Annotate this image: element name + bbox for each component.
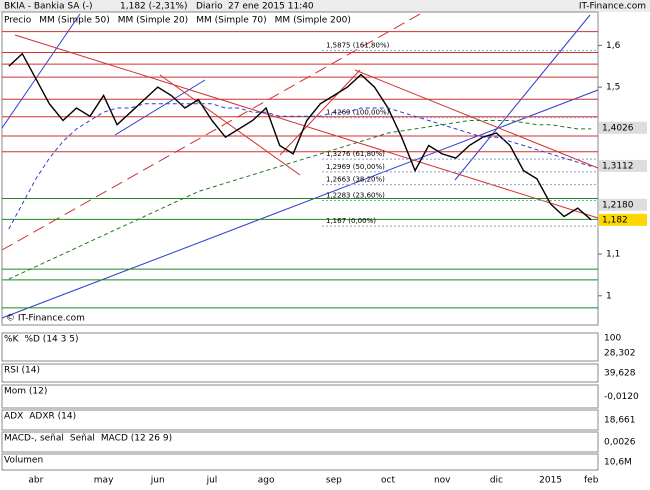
legend-entry: MM (Simple 50) (39, 16, 109, 26)
panel-label: Mom (12) (4, 387, 47, 397)
panel-value: -0,0120 (604, 392, 639, 402)
x-tick-label: abr (28, 476, 43, 486)
series-line (8, 120, 592, 280)
panel-label: Señal (70, 434, 95, 444)
x-tick-label: 2015 (539, 476, 562, 486)
trendline (454, 14, 591, 181)
panel-label: MACD (12 26 9) (101, 434, 172, 444)
panel-label: MACD-, señal (4, 434, 64, 444)
panel-label: ADX (4, 412, 23, 422)
series-line (8, 52, 592, 221)
indicator-panel (1, 363, 599, 383)
y-tick-label: 1,6 (606, 41, 621, 51)
plot-frame (1, 11, 599, 326)
price-box (599, 198, 647, 211)
panel-label: RSI (14) (4, 366, 40, 376)
watermark: © IT-Finance.com (6, 314, 85, 324)
trendline (1, 13, 421, 251)
panel-label: Volumen (4, 456, 43, 466)
x-tick-label: jul (206, 476, 218, 486)
price-label: 1,4026 (602, 123, 634, 133)
trendlines (1, 13, 599, 319)
trendline (279, 69, 361, 156)
datetime: 27 ene 2015 11:40 (228, 2, 314, 12)
site: IT-Finance.com (579, 2, 646, 12)
trendline (114, 79, 206, 136)
panel-value: 10,6M (604, 458, 632, 468)
legend-entry: Precio (4, 16, 32, 26)
legend-entry: MM (Simple 70) (196, 16, 266, 26)
price-box (599, 213, 647, 226)
fib-label: 1,2283 (23,60%) (326, 192, 385, 200)
indicator-panel (1, 384, 599, 409)
indicator-panel (1, 332, 599, 362)
trendline (159, 74, 301, 176)
y-tick-label: 1,1 (606, 250, 620, 260)
panel-value: 18,661 (604, 416, 636, 426)
price-label: 1,182 (602, 215, 628, 225)
x-tick-label: jun (150, 476, 165, 486)
x-tick-label: oct (381, 476, 395, 486)
indicator-panel (1, 453, 599, 471)
panel-label: ADXR (14) (29, 412, 76, 422)
fib-label: 1,2969 (50,00%) (326, 163, 385, 171)
panel-label: %D (14 3 5) (24, 335, 78, 345)
period: Diario (196, 2, 223, 12)
header-bar (0, 0, 650, 12)
fib-label: 1,3276 (61,80%) (326, 150, 385, 158)
fib-label: 1,5875 (161,80%) (326, 42, 390, 50)
x-tick-label: dic (490, 476, 503, 486)
series-line (8, 103, 592, 230)
fib-label: 1,2663 (38,20%) (326, 176, 385, 184)
panel-label: %K (4, 335, 20, 345)
x-tick-label: ago (258, 476, 275, 486)
panel-value: 100 (604, 334, 621, 344)
panel-value: 0,0026 (604, 438, 636, 448)
fib-label: 1,167 (0,00%) (326, 217, 376, 225)
panel-value: 39,628 (604, 369, 636, 379)
legend-entry: MM (Simple 200) (275, 16, 351, 26)
indicator-panel (1, 431, 599, 453)
indicator-panel (1, 409, 599, 431)
panel-value: 28,302 (604, 349, 636, 359)
x-tick-label: feb (584, 476, 599, 486)
fib-label: 1,4269 (100,00%) (326, 109, 390, 117)
trendline (1, 13, 81, 129)
y-tick-label: 1,5 (606, 83, 620, 93)
price-label: 1,2180 (602, 200, 634, 210)
quote: 1,182 (-2,31%) (120, 2, 188, 12)
price-label: 1,3112 (602, 161, 634, 171)
price-box (599, 159, 647, 172)
legend-entry: MM (Simple 20) (118, 16, 188, 26)
y-tick-label: 1 (606, 291, 612, 301)
x-tick-label: may (94, 476, 114, 486)
x-tick-label: nov (434, 476, 451, 486)
price-box (599, 121, 647, 134)
symbol: BKIA - Bankia SA (-) (4, 2, 93, 12)
x-tick-label: sep (326, 476, 342, 486)
